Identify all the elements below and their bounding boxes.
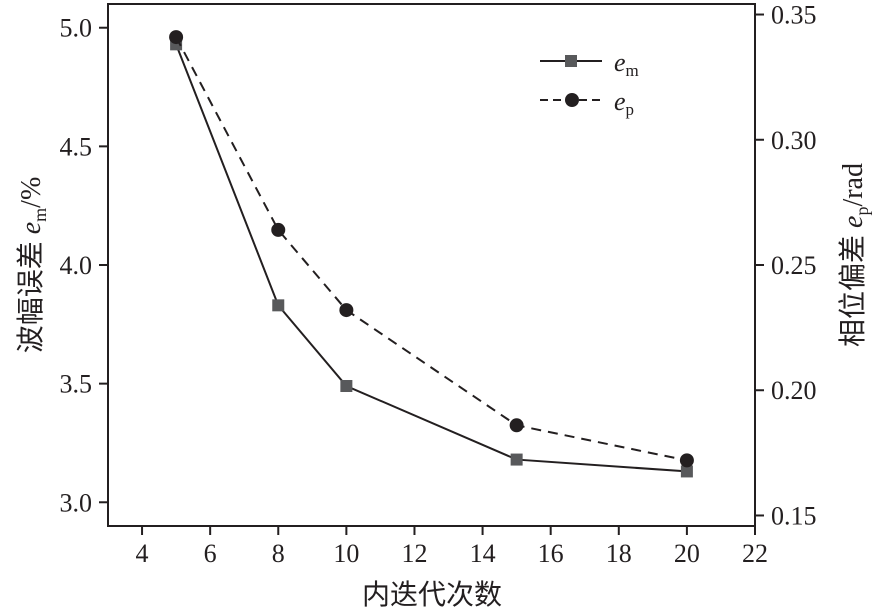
- x-tick-label: 4: [136, 539, 149, 568]
- left-y-tick-label: 3.0: [60, 488, 93, 517]
- legend-label-em: em: [614, 48, 639, 80]
- legend-label-em-var: e: [614, 48, 626, 77]
- legend-label-em-sub: m: [626, 61, 639, 80]
- plot-frame: [107, 3, 756, 527]
- data-point-ep: [509, 418, 524, 433]
- right-y-axis-label-var: e: [838, 216, 869, 228]
- left-y-axis-label-suffix: /%: [16, 177, 47, 208]
- x-tick-label: 16: [538, 539, 564, 568]
- left-y-tick-label: 4.5: [60, 132, 93, 161]
- right-y-tick-label: 0.20: [771, 376, 817, 405]
- x-tick-label: 6: [204, 539, 217, 568]
- left-y-axis-label-sub: m: [30, 208, 50, 222]
- data-point-ep: [339, 303, 354, 318]
- x-tick-label: 20: [674, 539, 700, 568]
- right-y-axis-ticks: 0.15 0.20 0.25 0.30 0.35: [755, 1, 817, 530]
- data-point-ep: [169, 30, 184, 45]
- data-point-ep: [679, 453, 694, 468]
- data-point-em: [340, 380, 353, 393]
- left-y-axis-label-prefix: 波幅误差: [15, 234, 47, 353]
- legend-marker-em: [565, 55, 577, 67]
- left-y-tick-label: 4.0: [60, 251, 93, 280]
- series-line-em: [175, 43, 687, 473]
- right-y-tick-label: 0.25: [771, 251, 817, 280]
- legend-label-ep: ep: [614, 87, 634, 119]
- right-y-tick-label: 0.35: [771, 1, 817, 30]
- data-point-em: [510, 453, 523, 466]
- right-y-tick-label: 0.30: [771, 126, 817, 155]
- data-point-ep: [271, 222, 286, 237]
- series-line-ep: [175, 36, 688, 462]
- left-y-axis-ticks: 3.0 3.5 4.0 4.5 5.0: [60, 14, 108, 517]
- legend-label-ep-var: e: [614, 87, 626, 116]
- left-y-tick-label: 5.0: [60, 14, 93, 43]
- x-tick-label: 8: [272, 539, 285, 568]
- data-point-em: [272, 299, 285, 312]
- x-tick-label: 12: [401, 539, 427, 568]
- x-tick-label: 14: [470, 539, 496, 568]
- left-y-axis-label: 波幅误差 em/%: [15, 177, 50, 354]
- x-axis-ticks: 4 6 8 10 12 14 16 18 20 22: [136, 526, 768, 568]
- left-y-tick-label: 3.5: [60, 370, 93, 399]
- x-tick-label: 18: [606, 539, 632, 568]
- x-axis-label: 内迭代次数: [362, 579, 502, 611]
- legend-label-ep-sub: p: [626, 100, 635, 119]
- right-y-axis-label: 相位偏差 ep/rad: [837, 163, 872, 347]
- right-y-axis-label-suffix: /rad: [838, 163, 869, 207]
- series-layer: [169, 30, 694, 478]
- x-tick-label: 10: [333, 539, 359, 568]
- right-y-axis-label-prefix: 相位偏差: [837, 228, 869, 347]
- right-y-axis-label-sub: p: [852, 207, 872, 216]
- legend: em ep: [540, 48, 639, 119]
- left-y-axis-label-var: e: [16, 222, 47, 234]
- right-y-tick-label: 0.15: [771, 501, 817, 530]
- legend-marker-ep: [565, 93, 579, 107]
- x-tick-label: 22: [742, 539, 768, 568]
- data-point-em: [680, 465, 693, 478]
